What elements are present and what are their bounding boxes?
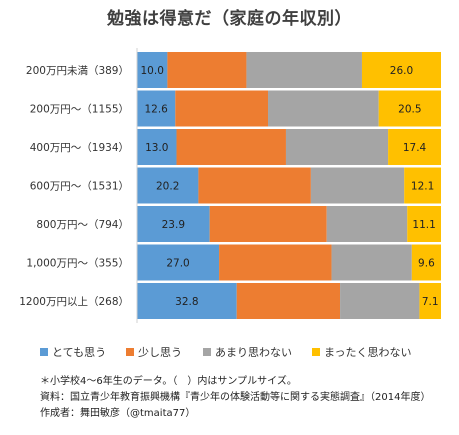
legend-item: あまり思わない — [203, 344, 292, 360]
category-label: 200万円～（1155） — [30, 104, 129, 116]
bar-segment-1 — [167, 52, 247, 88]
bar-segment-2 — [331, 244, 412, 281]
bar-segment-1 — [176, 129, 286, 165]
legend-swatch — [312, 348, 320, 356]
bar-segment-1 — [209, 206, 327, 242]
legend-label: まったく思わない — [324, 346, 412, 359]
category-label: 200万円未満（389） — [26, 65, 129, 77]
bar-segment-3 — [361, 52, 441, 88]
bar-segment-1 — [236, 283, 341, 319]
bar-segment-1 — [198, 167, 311, 204]
data-label: 10.0 — [141, 65, 164, 77]
bar-segment-0 — [137, 206, 210, 242]
bar-segment-3 — [378, 90, 441, 127]
note-sample: ＊小学校4～6年生のデータ。（ ）内はサンプルサイズ。 — [40, 376, 297, 387]
bar-segment-1 — [219, 244, 332, 281]
legend-label: あまり思わない — [215, 346, 292, 359]
data-label: 20.2 — [156, 181, 179, 193]
data-label: 12.6 — [144, 104, 168, 116]
bar-segment-0 — [137, 244, 220, 281]
bar-segment-0 — [137, 52, 168, 88]
data-label: 26.0 — [390, 65, 413, 77]
bar-segment-2 — [340, 283, 420, 319]
data-label: 23.9 — [162, 219, 185, 231]
category-label: 1,000万円～（355） — [26, 258, 129, 270]
data-label: 32.8 — [175, 296, 198, 308]
legend-swatch — [40, 348, 48, 356]
data-label: 9.6 — [418, 258, 435, 270]
bar-segment-0 — [137, 90, 176, 127]
bar-segment-0 — [137, 167, 199, 204]
bar-segment-2 — [246, 52, 362, 88]
legend-item: 少し思う — [126, 344, 182, 360]
bar-segment-3 — [404, 167, 441, 204]
category-label: 800万円～（794） — [36, 219, 129, 231]
chart-legend: とても思う 少し思う あまり思わない まったく思わない — [40, 344, 449, 360]
data-label: 7.1 — [422, 296, 439, 308]
note-author: 作成者：舞田敏彦（@tmaita77） — [40, 408, 196, 419]
category-label: 1200万円以上（268） — [19, 296, 129, 308]
data-label: 27.0 — [166, 258, 189, 270]
data-label: 20.5 — [398, 104, 421, 116]
legend-item: とても思う — [40, 344, 106, 360]
bar-segment-1 — [175, 90, 269, 127]
legend-label: とても思う — [52, 346, 107, 359]
bar-segment-3 — [407, 206, 441, 242]
note-source: 資料：国立青少年教育振興機構『青少年の体験活動等に関する実態調査』（2014年度… — [40, 392, 431, 403]
bar-segment-2 — [326, 206, 408, 242]
data-label: 12.1 — [411, 181, 434, 193]
data-label: 11.1 — [412, 219, 435, 231]
bar-segment-2 — [285, 129, 389, 165]
category-label: 400万円～（1934） — [30, 142, 129, 154]
legend-swatch — [203, 348, 211, 356]
bar-segment-3 — [419, 283, 441, 319]
chart-title: 勉強は得意だ（家庭の年収別） — [107, 9, 352, 29]
chart-notes: ＊小学校4～6年生のデータ。（ ）内はサンプルサイズ。 資料：国立青少年教育振興… — [40, 374, 430, 422]
data-label: 13.0 — [145, 142, 168, 154]
bar-segment-2 — [268, 90, 379, 127]
data-label: 17.4 — [403, 142, 427, 154]
bar-segment-0 — [137, 129, 177, 165]
bar-segment-2 — [310, 167, 405, 204]
legend-swatch — [126, 348, 134, 356]
category-label: 600万円～（1531） — [30, 181, 129, 193]
chart-plot: 200万円未満（389） 10.0 26.0 200万円～（1155） 12.6 20.5… — [19, 48, 441, 323]
bar-segment-3 — [388, 129, 441, 165]
bar-segment-3 — [411, 244, 441, 281]
bar-segment-0 — [137, 283, 237, 319]
legend-item: まったく思わない — [312, 344, 412, 360]
legend-label: 少し思う — [138, 346, 182, 359]
